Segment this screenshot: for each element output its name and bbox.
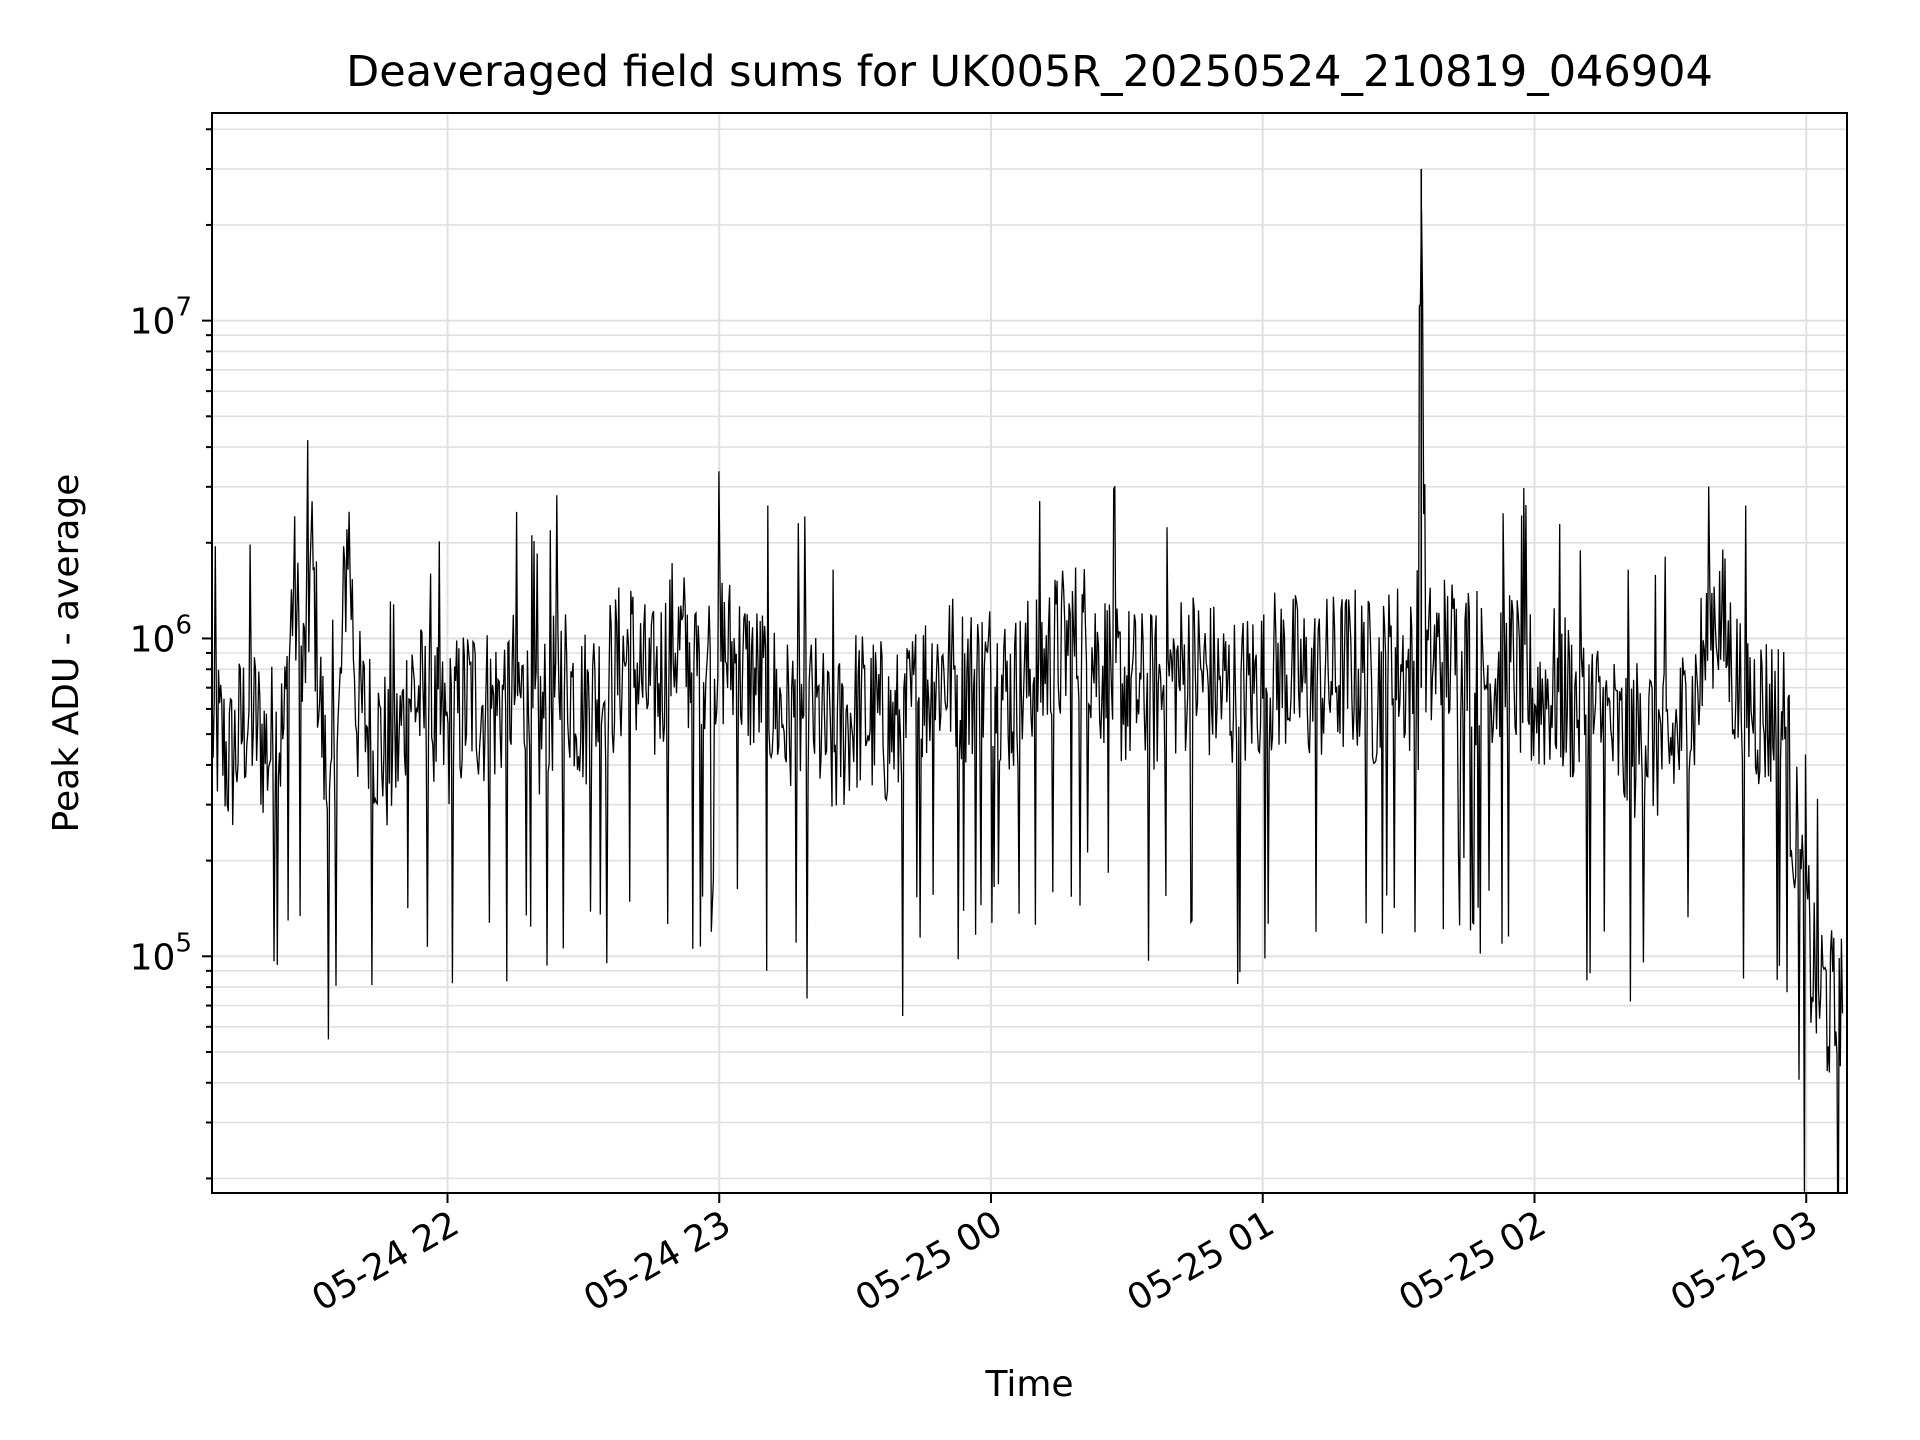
chart-title: Deaveraged field sums for UK005R_2025052…: [346, 47, 1713, 97]
y-axis: 105 106 107: [130, 128, 212, 1180]
y-axis-label: Peak ADU - average: [46, 474, 87, 833]
x-axis-label: Time: [984, 1364, 1073, 1405]
grid: [212, 113, 1847, 1193]
y-tick-label: 107: [130, 293, 192, 343]
y-tick-label: 106: [130, 610, 192, 660]
series-line: [212, 210, 1844, 1193]
series-group: [212, 168, 1844, 1193]
y-tick-label: 105: [130, 928, 192, 978]
